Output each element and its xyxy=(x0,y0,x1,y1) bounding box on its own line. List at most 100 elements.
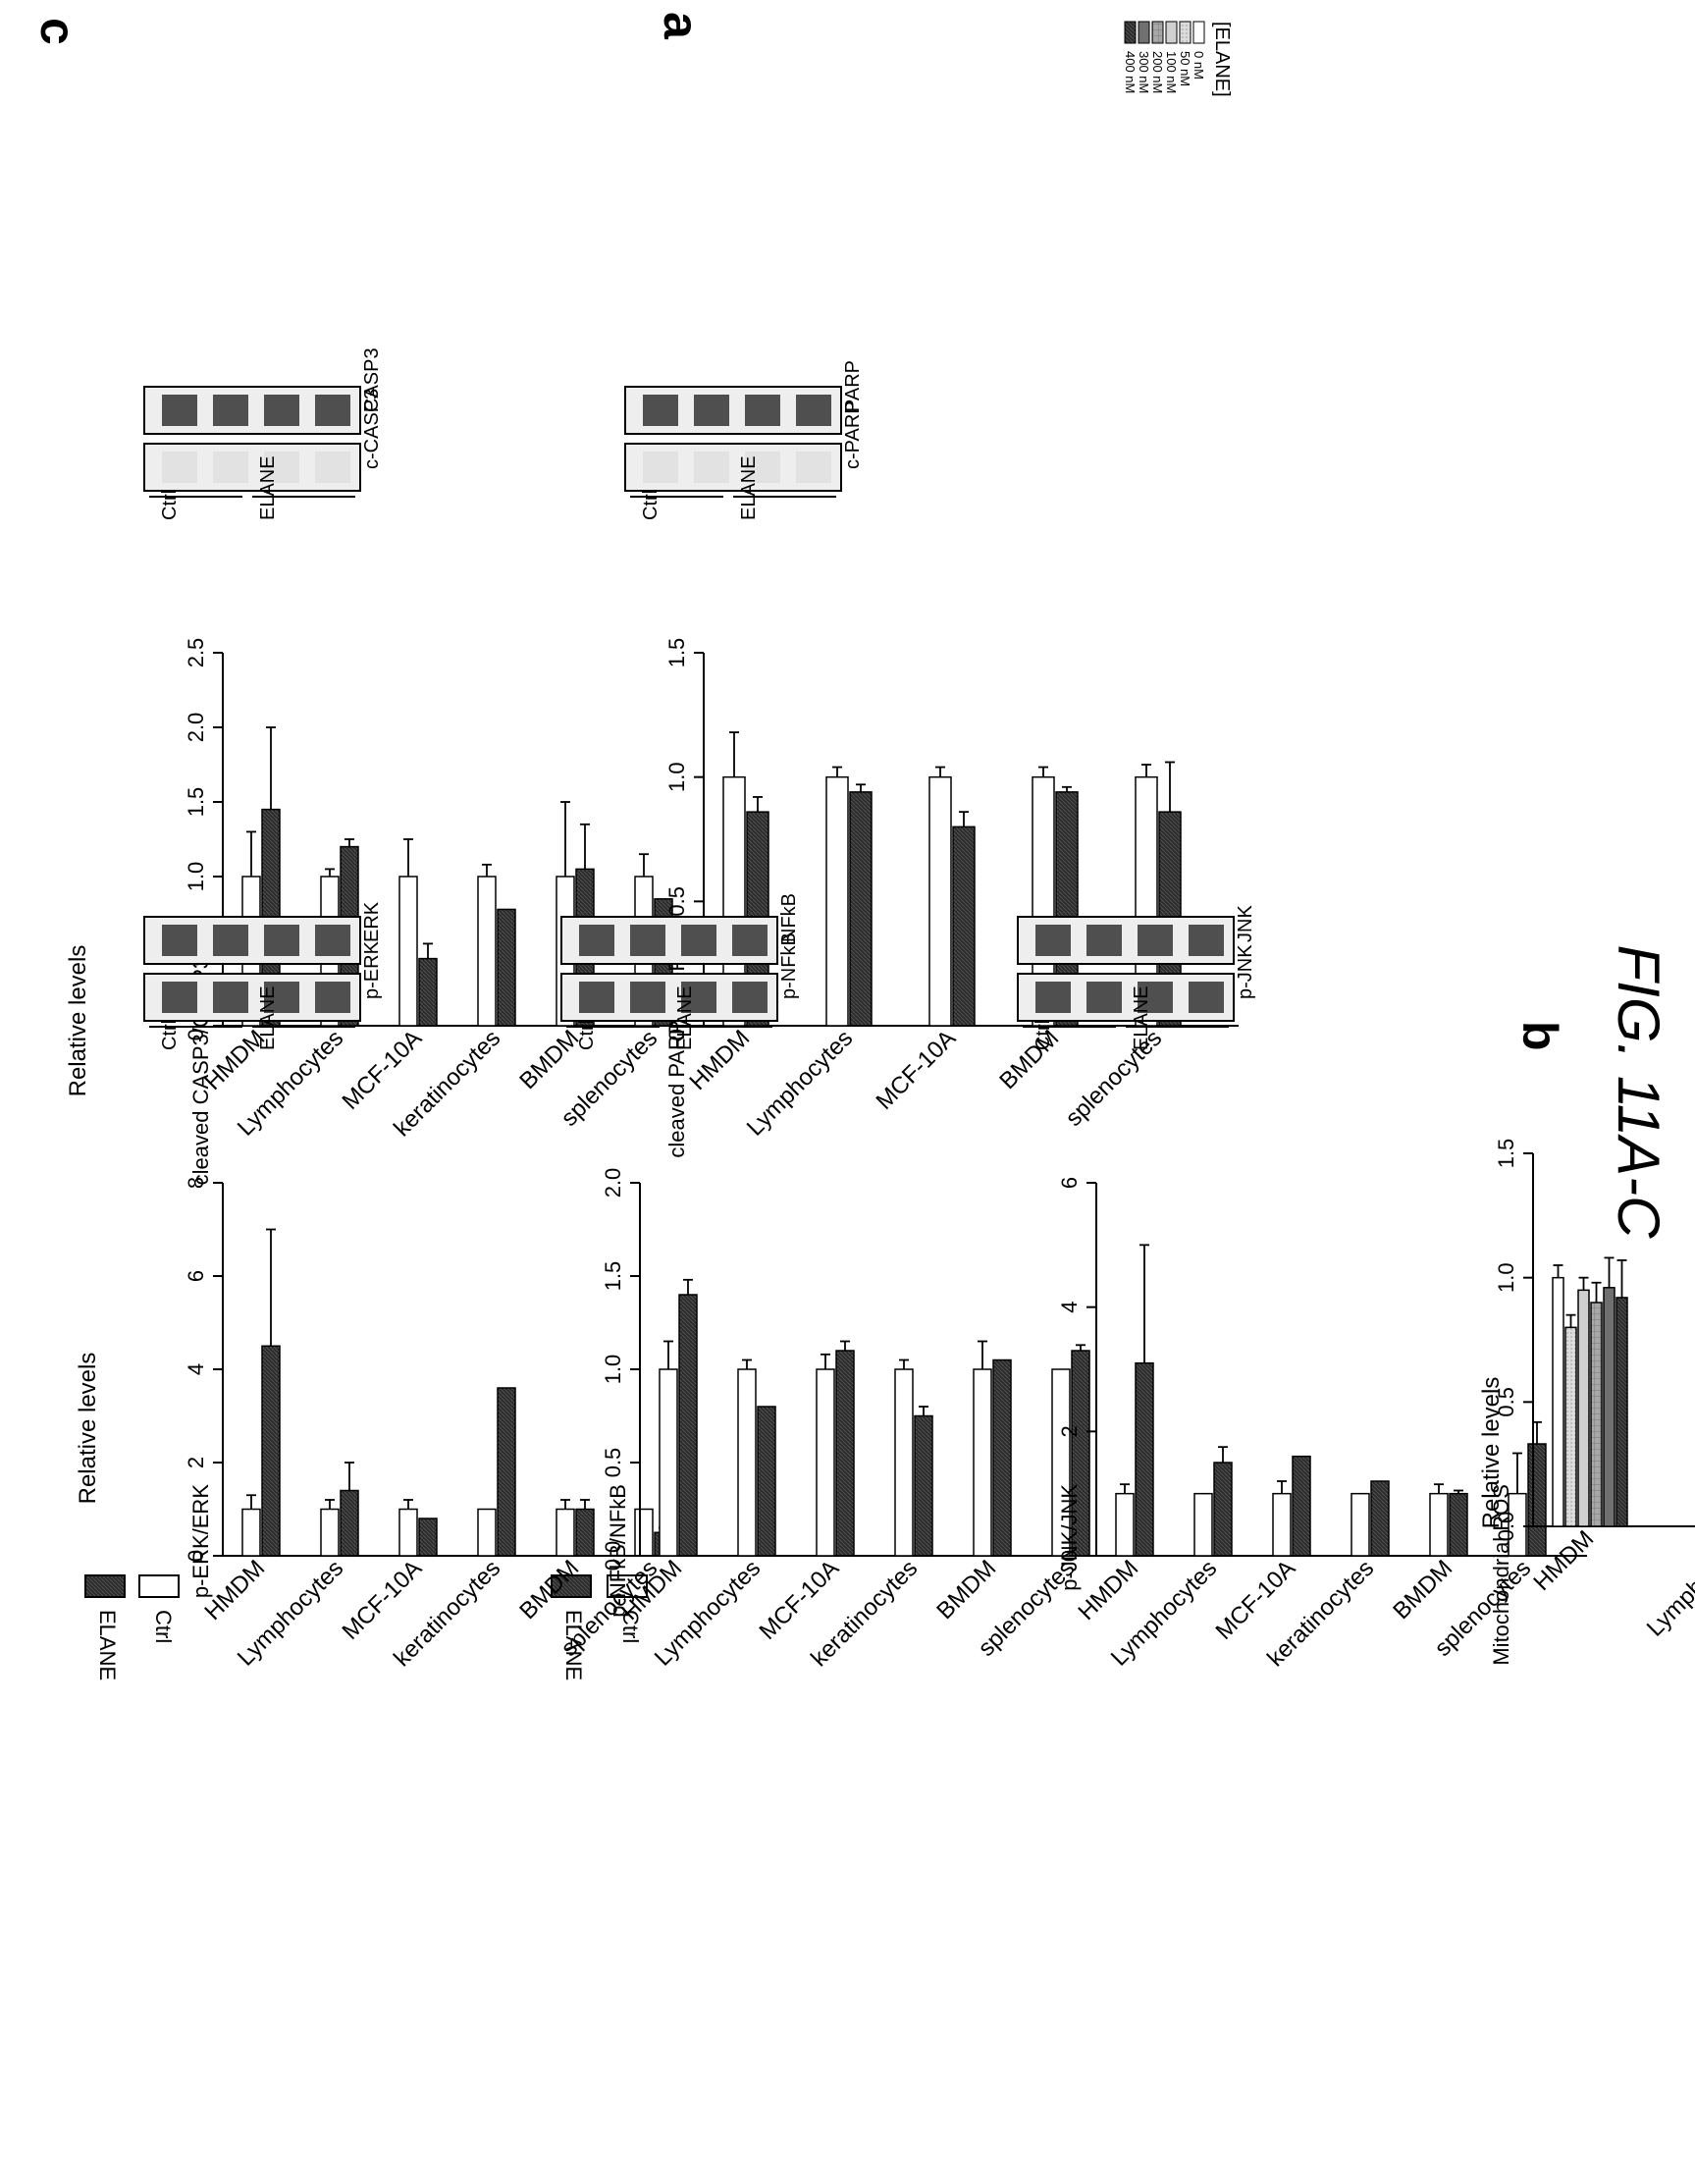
blot-band xyxy=(579,925,614,956)
blot-band xyxy=(579,982,614,1013)
blot-band xyxy=(315,925,350,956)
bar-mcf-10a-elane xyxy=(952,826,976,1027)
y-tick-label: 2.5 xyxy=(184,638,208,668)
y-axis-label: Relative levels xyxy=(65,945,91,1097)
x-tick-label: BMDM xyxy=(514,1025,584,1094)
y-tick-label: 0.5 xyxy=(664,886,689,917)
bar-mcf-10a-ctrl xyxy=(928,775,952,1027)
blot-elane-label: ELANE xyxy=(674,985,696,1050)
blot-elane-label: ELANE xyxy=(1131,985,1152,1050)
chart-title: Mitochondrial ROS xyxy=(1489,1484,1513,1666)
bar-keratinocytes-ctrl xyxy=(1351,1492,1370,1557)
blot-row-label: c-CASP3 xyxy=(361,389,383,469)
blot-strip xyxy=(560,916,778,965)
legend-swatch xyxy=(1138,21,1150,44)
blot-band xyxy=(630,925,665,956)
y-tick-label: 0 xyxy=(184,1550,208,1562)
bar-keratinocytes-ctrl xyxy=(894,1368,914,1557)
y-tick-label: 4 xyxy=(184,1363,208,1375)
blot-strip xyxy=(143,916,361,965)
legend-swatch xyxy=(1124,21,1137,44)
blot-ctrl-label: Ctrl xyxy=(640,490,662,520)
y-tick-label: 2.0 xyxy=(601,1168,625,1199)
blot-elane-label: ELANE xyxy=(257,985,279,1050)
blot-strip xyxy=(624,386,842,435)
blot-band xyxy=(643,452,678,483)
bar-hmdm-elane xyxy=(1135,1361,1154,1557)
legend-item-label: 100 nM xyxy=(1164,51,1179,93)
bar-mcf-10a-ctrl xyxy=(398,1508,418,1557)
y-axis-label: Relative levels xyxy=(1478,1377,1505,1529)
blot-band xyxy=(745,452,780,483)
blot-band xyxy=(1035,982,1071,1013)
y-tick-label: 0 xyxy=(1057,1550,1082,1562)
legend-item-label: 200 nM xyxy=(1150,51,1165,93)
y-tick-label: 1.5 xyxy=(601,1261,625,1292)
bar-hmdm-elane xyxy=(678,1294,698,1557)
panel-letter-b: b xyxy=(1512,1021,1567,1051)
blot-band xyxy=(162,452,197,483)
blot-band xyxy=(1086,982,1122,1013)
y-tick-label: 0.0 xyxy=(601,1541,625,1571)
bar-hmdm-elane xyxy=(261,1345,281,1557)
blot-elane-label: ELANE xyxy=(738,455,760,520)
bar-bmdm-elane xyxy=(575,1508,595,1557)
bar-bmdm-elane xyxy=(992,1358,1012,1557)
blot-row-label: p-JNK xyxy=(1235,944,1256,999)
legend-swatch xyxy=(1192,21,1205,44)
legend-elane-label: ELANE xyxy=(561,1610,586,1680)
blot-band xyxy=(745,395,780,426)
blot-band xyxy=(264,395,299,426)
blot-strip xyxy=(1017,916,1235,965)
bar-lymphocytes-ctrl xyxy=(320,1508,340,1557)
legend-item-label: 50 nM xyxy=(1178,51,1192,86)
y-tick-label: 1.0 xyxy=(1494,1262,1518,1293)
y-axis-label: Relative levels xyxy=(75,1353,101,1505)
blot-band xyxy=(1035,925,1071,956)
bar-splenocytes-elane xyxy=(1527,1443,1547,1557)
legend-ctrl-swatch xyxy=(138,1574,180,1598)
legend-item-label: 300 nM xyxy=(1137,51,1151,93)
blot-band xyxy=(315,982,350,1013)
y-tick-label: 1.0 xyxy=(184,862,208,892)
x-tick-label: BMDM xyxy=(1388,1555,1457,1625)
blot-strip xyxy=(143,973,361,1022)
y-tick-label: 6 xyxy=(1057,1177,1082,1189)
blot-strip xyxy=(1017,973,1235,1022)
y-tick-label: 0.5 xyxy=(1494,1387,1518,1417)
bar-keratinocytes-ctrl xyxy=(477,1508,497,1557)
bar-hmdm-ctrl xyxy=(1115,1492,1135,1557)
blot-band xyxy=(694,452,729,483)
blot-row-label: NFkB xyxy=(778,893,800,942)
y-tick-label: 4 xyxy=(1057,1302,1082,1313)
bar-lymphocytes-ctrl xyxy=(825,775,849,1027)
bar-mcf-10a-ctrl xyxy=(816,1368,835,1557)
y-tick-label: 2 xyxy=(1057,1425,1082,1437)
panel-letter-c: c xyxy=(30,18,85,45)
blot-band xyxy=(1138,982,1173,1013)
y-tick-label: 1.5 xyxy=(184,787,208,818)
blot-band xyxy=(1189,982,1224,1013)
blot-band xyxy=(643,395,678,426)
blot-strip xyxy=(143,386,361,435)
y-tick-label: 1.0 xyxy=(601,1355,625,1385)
legend-panel-c: Ctrl ELANE xyxy=(551,1574,648,1680)
y-tick-label: 0.0 xyxy=(1494,1512,1518,1542)
blot-row-label: c-PARP xyxy=(842,400,864,469)
blot-band xyxy=(162,395,197,426)
blot-band xyxy=(732,925,768,956)
legend-elane-label: ELANE xyxy=(95,1610,120,1680)
x-tick-label: HMDM xyxy=(1073,1555,1143,1625)
blot-band xyxy=(264,452,299,483)
chart-nfkb: 0.00.51.01.52.0p-NFkB/NFkBHMDMLymphocyte… xyxy=(601,1168,1131,1672)
chart-title: p-ERK/ERK xyxy=(188,1484,213,1598)
chart-title: p-JNK/JNK xyxy=(1057,1484,1082,1591)
blot-row-label: PARP xyxy=(842,360,864,412)
